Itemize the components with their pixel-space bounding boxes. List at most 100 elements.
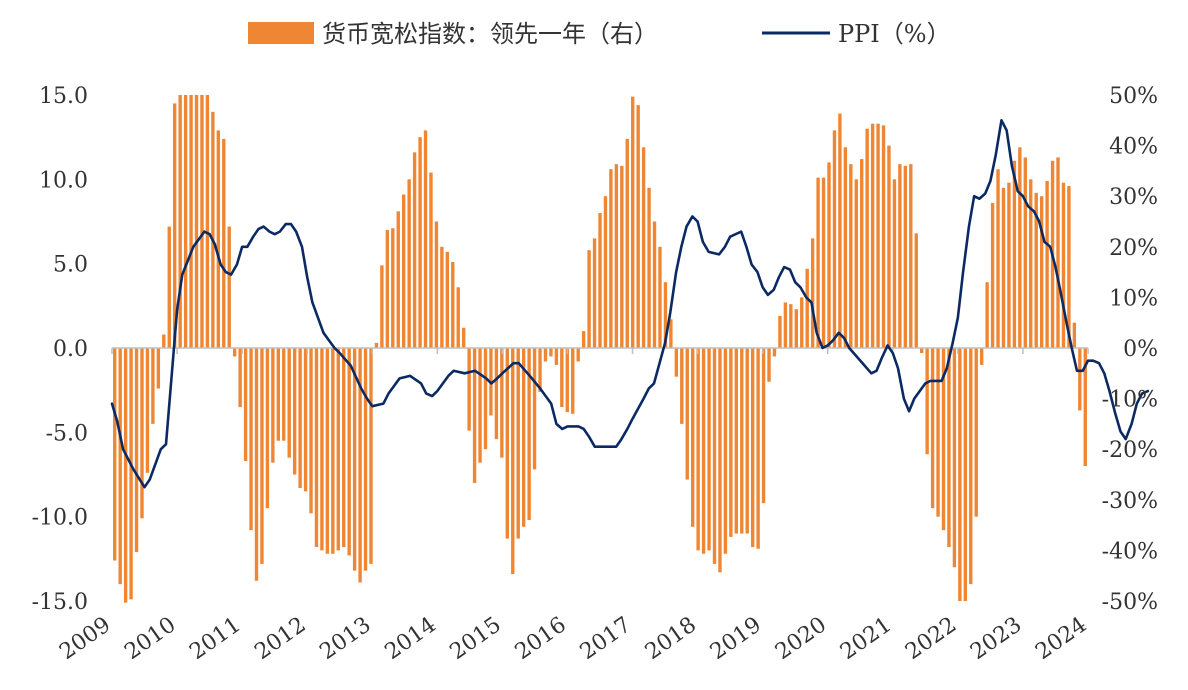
line-series [110, 119, 1150, 489]
bar [767, 348, 771, 382]
bar [620, 165, 624, 348]
bar [467, 348, 471, 431]
bar [990, 202, 995, 348]
bar [723, 348, 728, 554]
bar [363, 348, 368, 571]
left-tick-label: -10.0 [32, 506, 88, 531]
bar [985, 282, 989, 348]
bar [249, 348, 253, 531]
bar [407, 179, 411, 348]
right-tick-label: -20% [1102, 438, 1158, 463]
axes [111, 347, 1089, 354]
bar [909, 164, 913, 348]
bar [898, 164, 902, 348]
bar [663, 282, 668, 348]
x-tick-label: 2011 [185, 612, 245, 665]
bar [718, 348, 722, 573]
bar [1007, 182, 1011, 348]
bar [783, 302, 788, 348]
bar [636, 105, 640, 349]
left-tick-label: 5.0 [53, 253, 88, 278]
bar [974, 348, 978, 517]
bar [903, 165, 908, 348]
bar [832, 130, 837, 348]
x-tick-label: 2017 [576, 612, 636, 665]
bar [647, 187, 651, 348]
right-axis-ticks: 50% 40% 30% 20% 10% 0% -10% -20% -30% -40% -50% [1102, 84, 1158, 615]
bar [996, 169, 1000, 348]
bar [920, 348, 924, 354]
bar [451, 261, 455, 348]
bar [1083, 348, 1087, 467]
bar [156, 348, 161, 389]
bar [445, 251, 450, 348]
x-tick-label: 2013 [315, 612, 375, 665]
bar [914, 233, 918, 348]
bar [483, 348, 488, 450]
bar [538, 348, 542, 392]
bar [129, 348, 133, 600]
x-tick-label: 2015 [446, 612, 506, 665]
bar [887, 145, 891, 348]
bar [211, 111, 215, 349]
x-tick-label: 2010 [120, 612, 180, 665]
bar [282, 348, 286, 441]
bar [238, 348, 242, 408]
bar [113, 348, 117, 561]
bar [870, 123, 875, 348]
bar [576, 348, 580, 362]
left-tick-label: 0.0 [53, 337, 88, 362]
right-tick-label: 50% [1109, 84, 1158, 109]
x-tick-label: 2014 [381, 612, 441, 665]
bar [532, 348, 537, 470]
bar [860, 159, 864, 348]
bar [614, 164, 619, 348]
bar [876, 123, 880, 348]
bar [1056, 157, 1060, 348]
bar [342, 348, 346, 548]
bar [554, 348, 559, 365]
bar [243, 348, 248, 462]
bar [843, 147, 848, 348]
bar [1045, 181, 1049, 348]
bar [838, 113, 842, 348]
right-tick-label: 30% [1109, 185, 1158, 210]
bar [500, 348, 504, 458]
bar [521, 348, 526, 527]
bar [385, 229, 390, 348]
legend-bar-swatch [248, 22, 314, 44]
bar [745, 348, 749, 534]
bar [565, 348, 569, 413]
bar [123, 348, 128, 603]
bar [478, 348, 482, 463]
legend: 货币宽松指数：领先一年（右） PPI（%） [248, 20, 951, 48]
bar [358, 348, 362, 583]
bar [440, 246, 444, 348]
bar [707, 348, 711, 551]
bar [641, 147, 646, 348]
bar [789, 304, 793, 348]
bar [183, 95, 188, 348]
bar [696, 348, 700, 551]
bar [658, 246, 662, 348]
bar [581, 331, 586, 348]
bar [527, 348, 531, 521]
bar [140, 348, 144, 519]
bar [374, 342, 379, 348]
bar [865, 128, 869, 348]
bar [598, 213, 602, 348]
bar [1061, 182, 1066, 348]
bar [167, 226, 171, 348]
legend-line-label: PPI（%） [838, 20, 951, 48]
bar [505, 348, 509, 539]
bar [761, 348, 766, 504]
bar [1039, 196, 1044, 348]
bar [734, 348, 738, 534]
right-tick-label: -50% [1102, 590, 1158, 615]
bar [205, 95, 210, 348]
bar [794, 309, 798, 348]
bar [320, 348, 324, 551]
bar [925, 348, 929, 455]
x-tick-label: 2018 [641, 612, 701, 665]
